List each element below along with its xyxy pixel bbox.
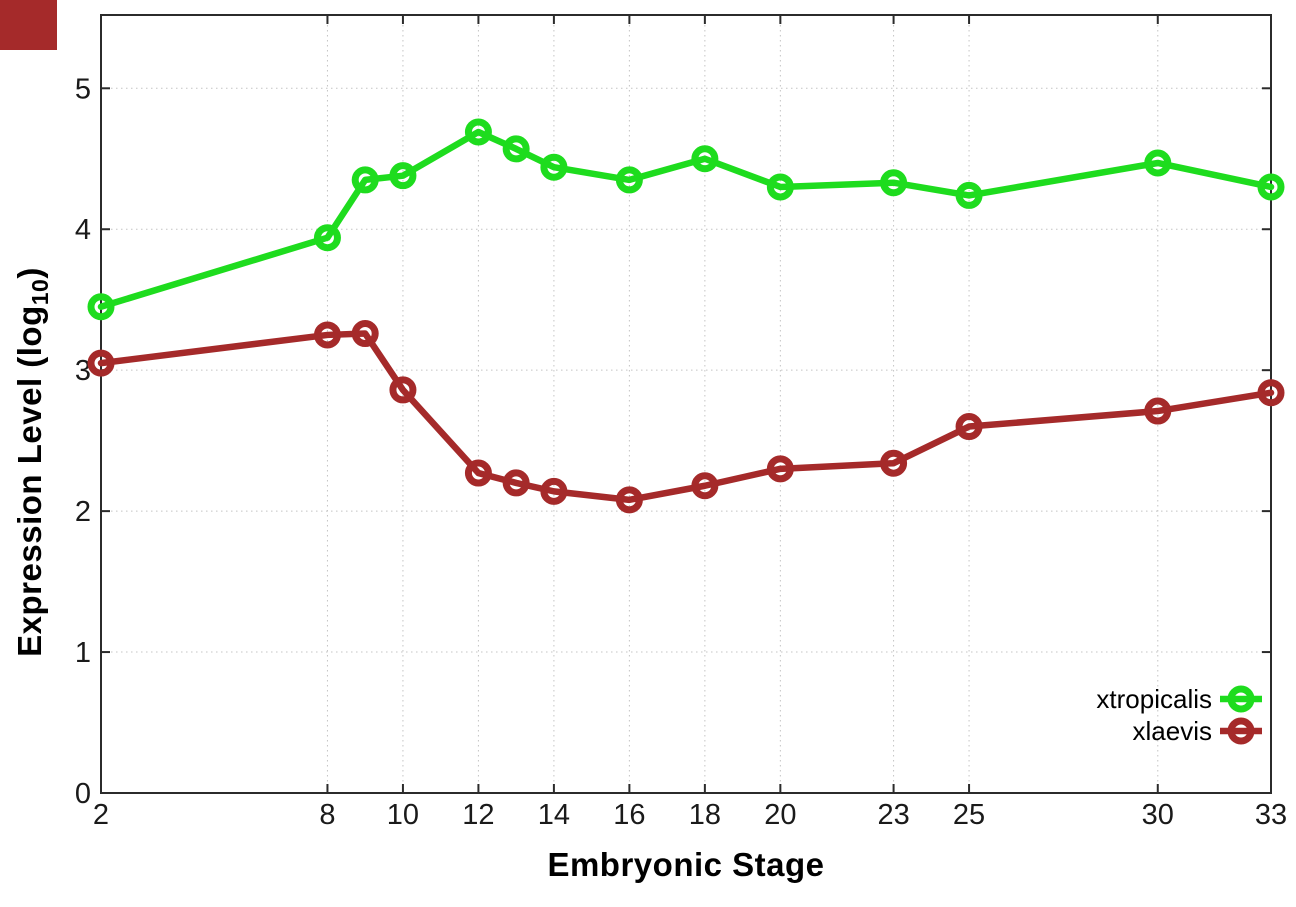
x-tick-label: 23 xyxy=(877,799,909,831)
data-point-marker-xtropicalis xyxy=(955,181,983,209)
y-tick-label: 0 xyxy=(75,778,91,810)
data-point-marker-xtropicalis xyxy=(502,135,530,163)
data-point-marker-xlaevis xyxy=(540,477,568,505)
data-point-marker-xlaevis xyxy=(615,486,643,514)
series-line-xtropicalis xyxy=(97,128,1275,310)
legend-marker-icon-xtropicalis xyxy=(1227,685,1255,713)
data-point-marker-xtropicalis xyxy=(766,173,794,201)
plot-border xyxy=(100,14,1272,794)
y-axis-label-end: ) xyxy=(11,267,48,279)
x-axis-label-text: Embryonic Stage xyxy=(547,846,825,883)
red-corner-marker xyxy=(0,0,57,50)
x-tick-label: 10 xyxy=(387,799,419,831)
x-tick-label: 8 xyxy=(319,799,335,831)
data-point-marker-xlaevis xyxy=(502,469,530,497)
y-tick-label: 4 xyxy=(75,214,91,246)
x-tick-label: 18 xyxy=(689,799,721,831)
data-point-marker-xlaevis xyxy=(313,321,341,349)
data-point-marker-xtropicalis xyxy=(87,293,115,321)
data-point-marker-xtropicalis xyxy=(389,162,417,190)
x-tick-label: 12 xyxy=(462,799,494,831)
y-tick-label: 1 xyxy=(75,637,91,669)
data-point-marker-xlaevis xyxy=(1257,379,1285,407)
data-point-marker-xtropicalis xyxy=(691,145,719,173)
y-tick-label: 3 xyxy=(75,355,91,387)
x-tick-label: 33 xyxy=(1255,799,1287,831)
data-point-marker-xtropicalis xyxy=(880,169,908,197)
data-point-marker-xtropicalis xyxy=(313,224,341,252)
data-point-marker-xlaevis xyxy=(691,472,719,500)
x-tick-label: 30 xyxy=(1142,799,1174,831)
data-point-marker-xlaevis xyxy=(1144,397,1172,425)
x-tick-label: 2 xyxy=(93,799,109,831)
y-axis-label-main: Expression Level (log xyxy=(11,305,48,657)
data-point-marker-xlaevis xyxy=(389,376,417,404)
data-point-marker-xtropicalis xyxy=(464,118,492,146)
y-tick-label: 2 xyxy=(75,496,91,528)
x-tick-label: 25 xyxy=(953,799,985,831)
x-tick-label: 14 xyxy=(538,799,570,831)
data-point-marker-xtropicalis xyxy=(615,166,643,194)
x-tick-label: 16 xyxy=(613,799,645,831)
data-point-marker-xtropicalis xyxy=(1257,173,1285,201)
data-point-marker-xtropicalis xyxy=(351,166,379,194)
y-axis-label-subscript: 10 xyxy=(27,278,53,306)
data-point-marker-xlaevis xyxy=(880,449,908,477)
legend-label-xlaevis: xlaevis xyxy=(1133,716,1212,746)
x-tick-label: 20 xyxy=(764,799,796,831)
data-point-marker-xlaevis xyxy=(766,455,794,483)
legend-marker-icon-xlaevis xyxy=(1227,717,1255,745)
y-axis-label: Expression Level (log10) xyxy=(11,267,53,657)
y-tick-label: 5 xyxy=(75,73,91,105)
data-point-marker-xlaevis xyxy=(87,349,115,377)
data-point-marker-xlaevis xyxy=(955,413,983,441)
legend-label-xtropicalis: xtropicalis xyxy=(1096,684,1212,714)
data-point-marker-xtropicalis xyxy=(1144,149,1172,177)
data-point-marker-xlaevis xyxy=(464,459,492,487)
series-line-xlaevis xyxy=(97,330,1275,504)
data-point-marker-xlaevis xyxy=(351,320,379,348)
x-axis-label: Embryonic Stage xyxy=(101,846,1271,884)
data-point-marker-xtropicalis xyxy=(540,153,568,181)
